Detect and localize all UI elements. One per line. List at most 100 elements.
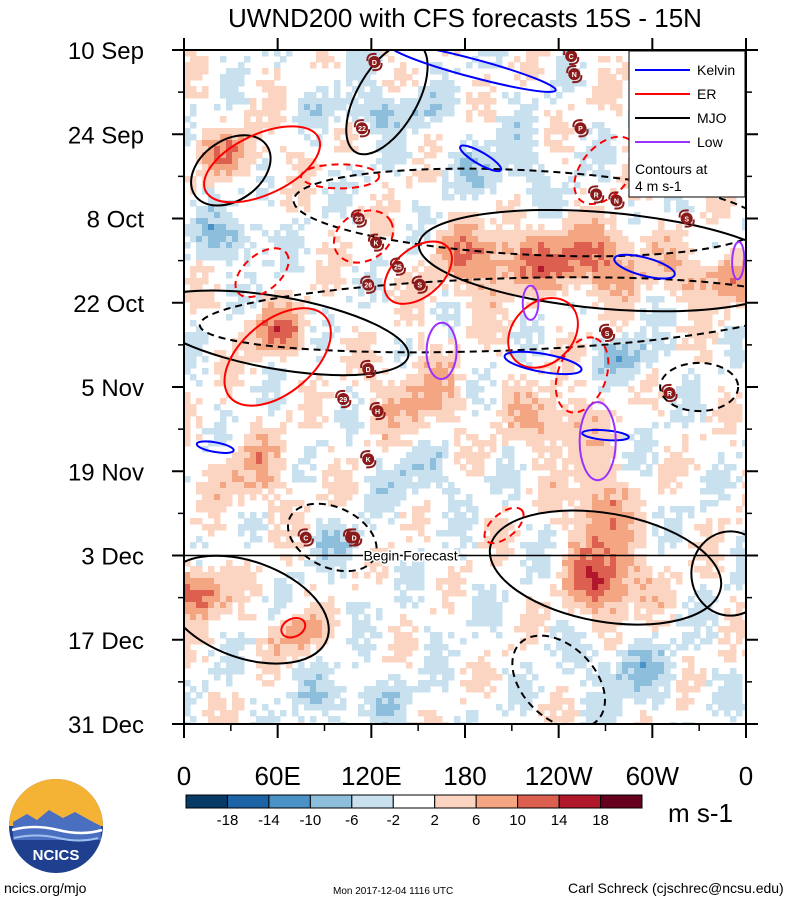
anomaly-cell (508, 62, 515, 69)
anomaly-cell (232, 488, 239, 495)
anomaly-cell (460, 290, 467, 297)
anomaly-cell (634, 554, 641, 561)
anomaly-cell (622, 146, 629, 153)
anomaly-cell (388, 404, 395, 411)
anomaly-cell (220, 494, 227, 501)
anomaly-cell (214, 206, 221, 213)
anomaly-cell (556, 278, 563, 285)
anomaly-cell (196, 68, 203, 75)
anomaly-cell (550, 650, 557, 657)
anomaly-cell (364, 650, 371, 657)
anomaly-cell (496, 290, 503, 297)
anomaly-cell (274, 602, 281, 609)
anomaly-cell (508, 494, 515, 501)
anomaly-cell (562, 596, 569, 603)
anomaly-cell (304, 632, 311, 639)
anomaly-cell (610, 350, 617, 357)
anomaly-cell (628, 464, 635, 471)
anomaly-cell (706, 614, 713, 621)
anomaly-cell (424, 644, 431, 651)
anomaly-cell (328, 548, 335, 555)
anomaly-cell (292, 530, 299, 537)
anomaly-cell (526, 338, 533, 345)
anomaly-cell (736, 248, 743, 255)
anomaly-cell (538, 176, 545, 183)
anomaly-cell (184, 290, 191, 297)
anomaly-cell (598, 260, 605, 267)
anomaly-cell (298, 200, 305, 207)
anomaly-cell (598, 578, 605, 585)
anomaly-cell (454, 362, 461, 369)
anomaly-cell (280, 518, 287, 525)
anomaly-cell (220, 566, 227, 573)
anomaly-cell (448, 356, 455, 363)
anomaly-cell (598, 344, 605, 351)
anomaly-cell (292, 350, 299, 357)
anomaly-cell (604, 584, 611, 591)
anomaly-cell (406, 404, 413, 411)
anomaly-cell (646, 596, 653, 603)
anomaly-cell (250, 518, 257, 525)
anomaly-cell (214, 608, 221, 615)
anomaly-cell (532, 344, 539, 351)
anomaly-cell (376, 212, 383, 219)
anomaly-cell (532, 74, 539, 81)
anomaly-cell (586, 416, 593, 423)
anomaly-cell (226, 482, 233, 489)
anomaly-cell (472, 242, 479, 249)
anomaly-cell (604, 506, 611, 513)
anomaly-cell (400, 596, 407, 603)
anomaly-cell (520, 386, 527, 393)
anomaly-cell (556, 146, 563, 153)
anomaly-cell (526, 614, 533, 621)
anomaly-cell (502, 296, 509, 303)
anomaly-cell (262, 368, 269, 375)
anomaly-cell (706, 308, 713, 315)
anomaly-cell (466, 500, 473, 507)
anomaly-cell (244, 116, 251, 123)
anomaly-cell (298, 578, 305, 585)
anomaly-cell (244, 236, 251, 243)
anomaly-cell (184, 644, 191, 651)
anomaly-cell (616, 500, 623, 507)
anomaly-cell (742, 218, 746, 225)
anomaly-cell (388, 518, 395, 525)
anomaly-cell (502, 278, 509, 285)
anomaly-cell (382, 416, 389, 423)
anomaly-cell (400, 80, 407, 87)
anomaly-cell (190, 218, 197, 225)
anomaly-cell (634, 284, 641, 291)
anomaly-cell (274, 236, 281, 243)
anomaly-cell (460, 242, 467, 249)
anomaly-cell (628, 290, 635, 297)
anomaly-cell (514, 332, 521, 339)
anomaly-cell (568, 488, 575, 495)
anomaly-cell (700, 308, 707, 315)
anomaly-cell (334, 476, 341, 483)
anomaly-cell (556, 434, 563, 441)
anomaly-cell (508, 476, 515, 483)
anomaly-cell (580, 560, 587, 567)
anomaly-cell (322, 86, 329, 93)
anomaly-cell (724, 290, 731, 297)
anomaly-cell (394, 350, 401, 357)
anomaly-cell (436, 116, 443, 123)
anomaly-cell (706, 524, 713, 531)
anomaly-cell (244, 614, 251, 621)
anomaly-cell (388, 194, 395, 201)
anomaly-cell (268, 260, 275, 267)
anomaly-cell (610, 92, 617, 99)
anomaly-cell (604, 314, 611, 321)
anomaly-cell (394, 140, 401, 147)
anomaly-cell (400, 602, 407, 609)
anomaly-cell (652, 596, 659, 603)
anomaly-cell (286, 410, 293, 417)
anomaly-cell (628, 590, 635, 597)
anomaly-cell (472, 278, 479, 285)
anomaly-cell (496, 530, 503, 537)
anomaly-cell (586, 542, 593, 549)
anomaly-cell (196, 302, 203, 309)
anomaly-cell (640, 584, 647, 591)
anomaly-cell (262, 650, 269, 657)
anomaly-cell (454, 272, 461, 279)
